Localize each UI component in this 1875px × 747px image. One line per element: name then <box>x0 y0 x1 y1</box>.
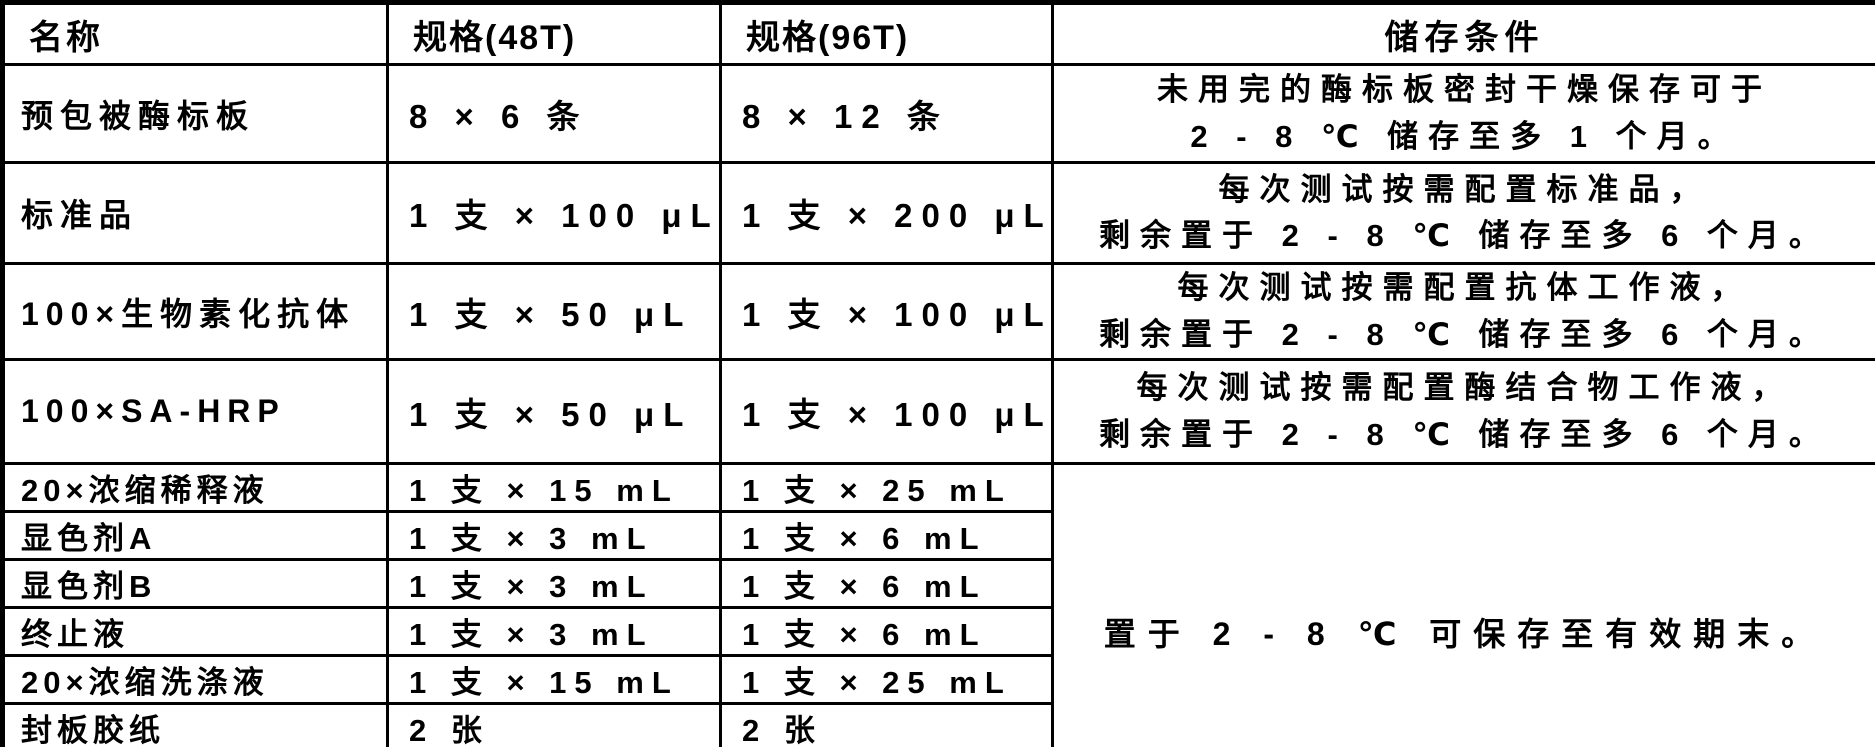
component-name-cell: 预包被酶标板 <box>1 63 389 164</box>
spec-96t-cell: 1 支 × 6 mL <box>719 558 1054 609</box>
spec-48t-cell: 1 支 × 3 mL <box>386 558 722 609</box>
storage-condition-merged-cell: 置于 2 - 8 ℃ 可保存至有效期末。 <box>1051 462 1875 747</box>
table-row: 20×浓缩洗涤液 1 支 × 15 mL 1 支 × 25 mL <box>1 654 1875 705</box>
storage-line-1: 每次测试按需配置抗体工作液， <box>1177 270 1752 305</box>
header-spec-48t: 规格(48T) <box>386 1 722 66</box>
component-name-cell: 20×浓缩稀释液 <box>1 462 389 513</box>
storage-line-2: 2 - 8 ℃ 储存至多 1 个月。 <box>1190 118 1739 154</box>
spec-96t-cell: 1 支 × 25 mL <box>719 462 1054 513</box>
header-name: 名称 <box>1 1 389 66</box>
spec-48t-cell: 1 支 × 50 μL <box>386 262 722 361</box>
component-name-cell: 封板胶纸 <box>1 702 389 747</box>
merged-storage-text: 置于 2 - 8 ℃ 可保存至有效期末。 <box>1103 615 1826 652</box>
table-row: 标准品 1 支 × 100 μL 1 支 × 200 μL 每次测试按需配置标准… <box>1 161 1875 265</box>
table-header-row: 名称 规格(48T) 规格(96T) 储存条件 <box>1 1 1875 66</box>
spec-96t-cell: 1 支 × 25 mL <box>719 654 1054 705</box>
storage-line-1: 每次测试按需配置酶结合物工作液， <box>1136 370 1793 405</box>
storage-condition-cell: 每次测试按需配置抗体工作液， 剩余置于 2 - 8 ℃ 储存至多 6 个月。 <box>1051 262 1875 361</box>
component-name-cell: 20×浓缩洗涤液 <box>1 654 389 705</box>
storage-condition-cell: 未用完的酶标板密封干燥保存可于 2 - 8 ℃ 储存至多 1 个月。 <box>1051 63 1875 164</box>
spec-96t-cell: 2 张 <box>719 702 1054 747</box>
storage-line-2: 剩余置于 2 - 8 ℃ 储存至多 6 个月。 <box>1099 218 1830 253</box>
spec-48t-cell: 1 支 × 100 μL <box>386 161 722 265</box>
spec-48t-cell: 1 支 × 15 mL <box>386 654 722 705</box>
spec-96t-cell: 1 支 × 6 mL <box>719 606 1054 657</box>
storage-condition-cell: 每次测试按需配置标准品， 剩余置于 2 - 8 ℃ 储存至多 6 个月。 <box>1051 161 1875 265</box>
spec-96t-cell: 1 支 × 200 μL <box>719 161 1054 265</box>
spec-48t-cell: 1 支 × 3 mL <box>386 606 722 657</box>
component-name-cell: 显色剂B <box>1 558 389 609</box>
component-name-cell: 终止液 <box>1 606 389 657</box>
storage-line-1: 未用完的酶标板密封干燥保存可于 <box>1157 72 1772 107</box>
component-name-cell: 100×SA-HRP <box>1 358 389 465</box>
spec-48t-cell: 8 × 6 条 <box>386 63 722 164</box>
storage-line-2: 剩余置于 2 - 8 ℃ 储存至多 6 个月。 <box>1099 316 1830 352</box>
table-row: 终止液 1 支 × 3 mL 1 支 × 6 mL <box>1 606 1875 657</box>
header-spec-96t: 规格(96T) <box>719 1 1054 66</box>
spec-96t-cell: 1 支 × 100 μL <box>719 262 1054 361</box>
component-name-cell: 100×生物素化抗体 <box>1 262 389 361</box>
table-row: 20×浓缩稀释液 1 支 × 15 mL 1 支 × 25 mL 置于 2 - … <box>1 462 1875 747</box>
spec-96t-cell: 8 × 12 条 <box>719 63 1054 164</box>
table-row: 100×生物素化抗体 1 支 × 50 μL 1 支 × 100 μL 每次测试… <box>1 262 1875 361</box>
table-row: 显色剂B 1 支 × 3 mL 1 支 × 6 mL <box>1 558 1875 609</box>
spec-48t-cell: 1 支 × 50 μL <box>386 358 722 465</box>
spec-96t-cell: 1 支 × 100 μL <box>719 358 1054 465</box>
table-row: 封板胶纸 2 张 2 张 <box>1 702 1875 747</box>
table-row: 显色剂A 1 支 × 3 mL 1 支 × 6 mL <box>1 510 1875 561</box>
header-storage: 储存条件 <box>1051 1 1875 66</box>
table-row: 预包被酶标板 8 × 6 条 8 × 12 条 未用完的酶标板密封干燥保存可于 … <box>1 63 1875 164</box>
spec-48t-cell: 1 支 × 3 mL <box>386 510 722 561</box>
component-name-cell: 标准品 <box>1 161 389 265</box>
table-row: 100×SA-HRP 1 支 × 50 μL 1 支 × 100 μL 每次测试… <box>1 358 1875 465</box>
spec-48t-cell: 2 张 <box>386 702 722 747</box>
storage-line-2: 剩余置于 2 - 8 ℃ 储存至多 6 个月。 <box>1099 416 1830 452</box>
component-name-cell: 显色剂A <box>1 510 389 561</box>
spec-96t-cell: 1 支 × 6 mL <box>719 510 1054 561</box>
spec-48t-cell: 1 支 × 15 mL <box>386 462 722 513</box>
storage-line-1: 每次测试按需配置标准品， <box>1218 171 1711 207</box>
storage-condition-cell: 每次测试按需配置酶结合物工作液， 剩余置于 2 - 8 ℃ 储存至多 6 个月。 <box>1051 358 1875 465</box>
